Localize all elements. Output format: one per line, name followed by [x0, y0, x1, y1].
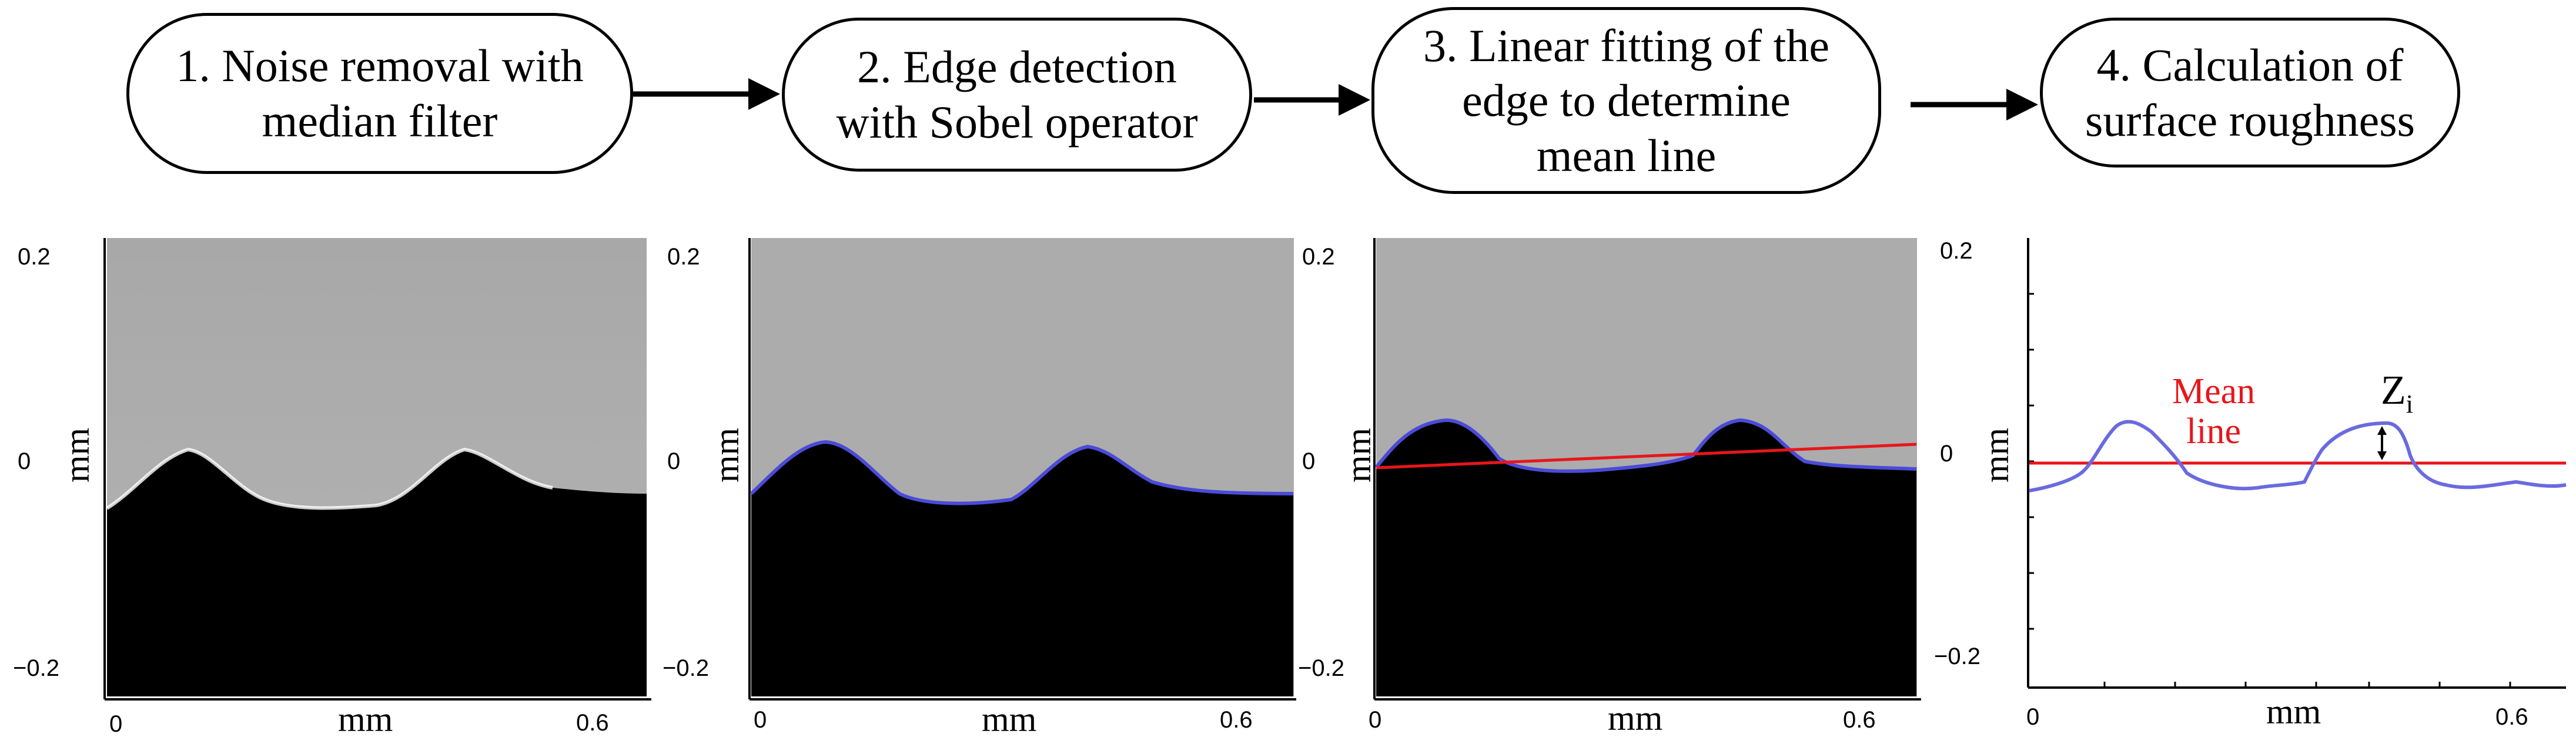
- step-2-box: 2. Edge detection with Sobel operator: [782, 18, 1252, 172]
- x-tick-end: 0.6: [2495, 704, 2528, 730]
- y-tick-mid: 0: [18, 448, 31, 474]
- step-3-label: 3. Linear fitting of the edge to determi…: [1423, 19, 1829, 181]
- x-tick-end: 0.6: [576, 710, 609, 736]
- x-tick-start: 0: [754, 707, 767, 733]
- zi-main: Z: [2381, 368, 2406, 413]
- y-tick-mid: 0: [1940, 441, 1953, 467]
- x-tick-start: 0: [1369, 707, 1382, 733]
- x-tick-start: 0: [2026, 704, 2040, 730]
- zi-subscript: i: [2406, 390, 2413, 418]
- edge-line: [750, 440, 1294, 505]
- zi-label: Zi: [2381, 367, 2413, 419]
- mean-line-label: Mean line: [2172, 371, 2256, 452]
- step-1-label: 1. Noise removal with median filter: [176, 40, 584, 146]
- y-tick-top: 0.2: [18, 244, 51, 270]
- step-2-label: 2. Edge detection with Sobel operator: [836, 41, 1198, 148]
- x-axis-label: mm: [1608, 699, 1663, 738]
- step-1-box: 1. Noise removal with median filter: [126, 13, 633, 174]
- roughness-profile: [1928, 223, 2576, 754]
- edge-detected-image: [658, 223, 1305, 754]
- x-tick-start: 0: [109, 711, 123, 737]
- profile-curve: [2029, 420, 2567, 492]
- step-4-box: 4. Calculation of surface roughness: [2040, 18, 2460, 167]
- fitted-mean-line: [1376, 443, 1917, 470]
- y-tick-bottom: −0.2: [13, 655, 59, 681]
- y-tick-top: 0.2: [1940, 238, 1973, 264]
- y-axis-label: mm: [707, 427, 747, 483]
- x-axis-label: mm: [982, 700, 1037, 739]
- flow-arrows: [633, 78, 2038, 120]
- x-axis-label: mm: [2266, 692, 2321, 731]
- y-tick-mid: 0: [667, 448, 681, 474]
- y-tick-mid: 0: [1302, 448, 1316, 474]
- step-4-label: 4. Calculation of surface roughness: [2085, 39, 2415, 146]
- edge-line: [1374, 418, 1917, 473]
- x-axis-label: mm: [338, 700, 393, 739]
- y-tick-top: 0.2: [667, 244, 700, 270]
- y-axis-label: mm: [1339, 427, 1379, 483]
- double-arrow-icon: [2377, 426, 2387, 460]
- x-tick-end: 0.6: [1843, 707, 1876, 733]
- step-3-box: 3. Linear fitting of the edge to determi…: [1371, 7, 1881, 194]
- x-tick-end: 0.6: [1220, 707, 1253, 733]
- y-tick-bottom: −0.2: [1298, 655, 1344, 681]
- y-tick-bottom: −0.2: [663, 655, 709, 681]
- y-tick-bottom: −0.2: [1934, 644, 1980, 669]
- linear-fit-image: [1305, 223, 1928, 754]
- y-axis-label: mm: [58, 427, 97, 483]
- y-axis-label: mm: [1977, 427, 2016, 483]
- noise-removed-image: [0, 223, 658, 754]
- y-tick-top: 0.2: [1302, 244, 1335, 270]
